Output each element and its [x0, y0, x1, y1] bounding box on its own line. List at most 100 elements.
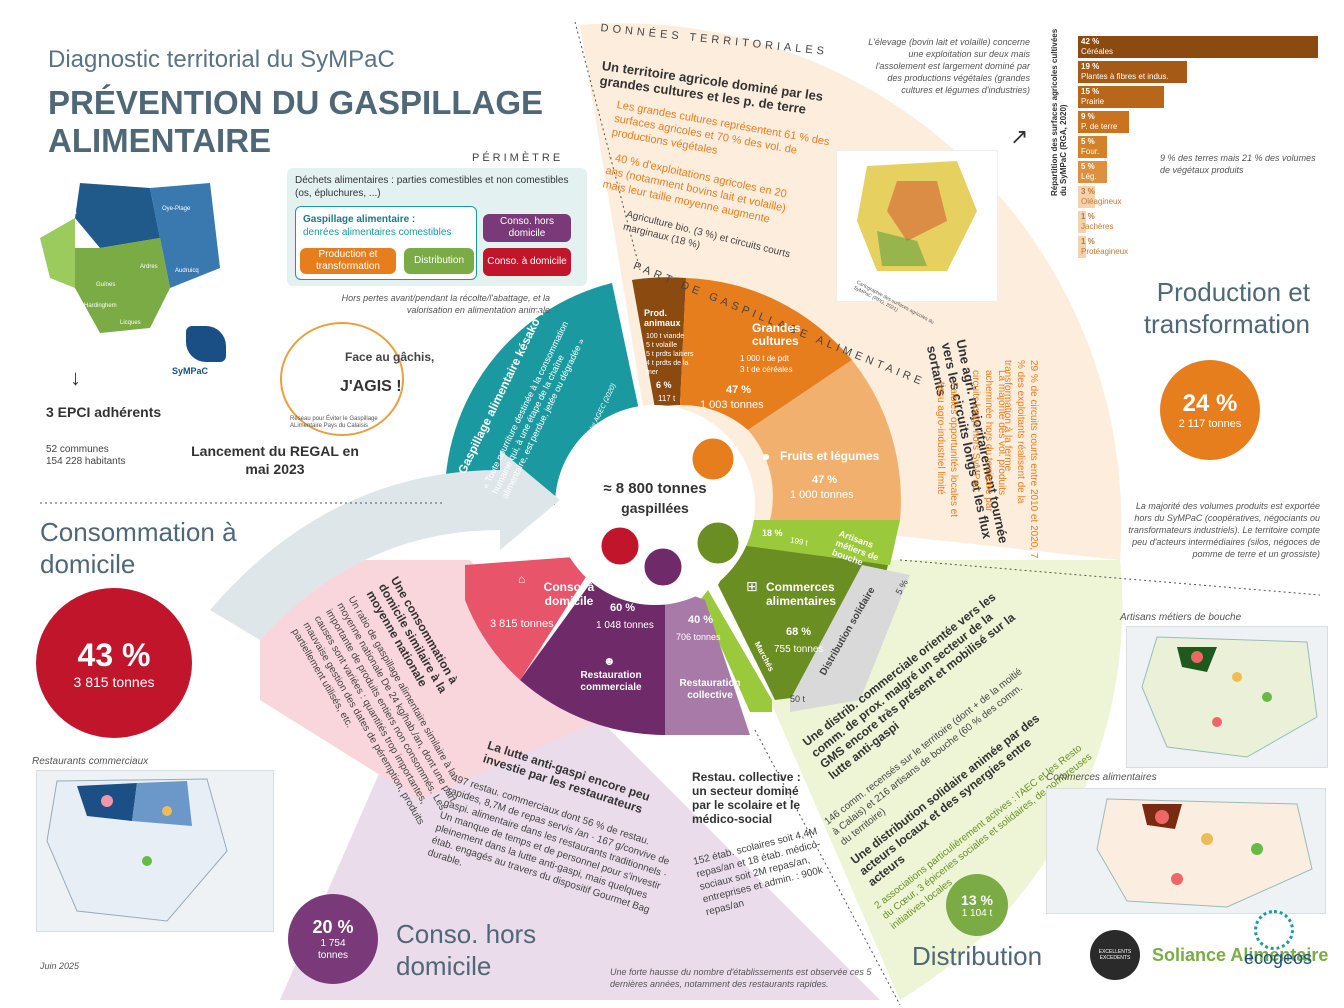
- dechets-definition: Déchets alimentaires : parties comestibl…: [295, 175, 569, 199]
- map-label-licques: Licques: [120, 320, 141, 326]
- perimetre-label: PÉRIMÈTRE: [472, 152, 564, 164]
- communes-count: 52 communes: [46, 444, 109, 455]
- solidaire-tonnes: 50 t: [790, 694, 806, 704]
- grandes-line2: 3 t de céréales: [740, 365, 793, 374]
- surface-bar: [1078, 86, 1164, 108]
- house-icon: ⌂: [518, 572, 526, 586]
- commerces-pct: 68 %: [786, 626, 812, 638]
- surface-bar-row: 1 % Jachères: [1078, 211, 1113, 233]
- surface-bar-row: 3 % Oléagineux: [1078, 186, 1121, 208]
- kesako-segment: [444, 283, 640, 505]
- surface-bar: [1078, 61, 1187, 83]
- ecogeos-logo: ecogeos: [1244, 948, 1313, 968]
- apple-icon: ●: [762, 448, 771, 464]
- regal-logo-ring: [280, 322, 404, 436]
- animaux-label: Prod. animaux: [644, 308, 681, 328]
- grandes-line1: 1 000 t de pdt: [740, 354, 789, 363]
- elevage-note: L'élevage (bovin lait et volaille) conce…: [868, 37, 1030, 95]
- surface-bar-label: 1 % Jachères: [1081, 212, 1114, 231]
- surface-bar: [1078, 36, 1318, 58]
- animaux-line: 4 t prdts de la mer: [646, 360, 689, 376]
- perimetre-note: Hors pertes avant/pendant la récolte/l'a…: [341, 293, 550, 315]
- sympac-logo-text: SyMPaC: [172, 366, 209, 376]
- arrow-down-icon: ↓: [70, 365, 81, 390]
- sympac-logo-shape: [186, 326, 226, 362]
- surface-bar-row: 1 % Protéagineux: [1078, 236, 1128, 258]
- collective-label: Restauration collective: [679, 678, 741, 701]
- fruits-legumes-segment: [748, 360, 901, 520]
- commerciale-tonnes: 1 048 tonnes: [596, 620, 654, 631]
- fruits-pct: 47 %: [812, 474, 838, 486]
- production-bubble: 24 % 2 117 tonnes: [1160, 360, 1260, 460]
- surface-bar-label: 3 % Oléagineux: [1081, 187, 1122, 206]
- surfaces-title: Répartition des surfaces agricoles culti…: [1050, 28, 1068, 196]
- page-title: PRÉVENTION DU GASPILLAGE ALIMENTAIRE: [48, 84, 544, 159]
- animaux-pct: 6 %: [656, 380, 672, 390]
- chef-icon: ☻: [603, 654, 616, 668]
- commerces-label: Commerces alimentaires: [766, 580, 837, 608]
- map-label-guines: Guînes: [96, 282, 116, 288]
- page-subtitle: Diagnostic territorial du SyMPaC: [48, 46, 395, 73]
- restaurants-map: [36, 770, 274, 932]
- home-icon: [598, 524, 642, 568]
- ecogeos-icon: [1254, 910, 1294, 950]
- grandes-label: Grandes cultures: [752, 321, 801, 348]
- fruits-tonnes: 1 000 tonnes: [790, 489, 854, 501]
- collective-tonnes: 706 tonnes: [676, 632, 721, 642]
- distribution-bubble: 13 % 1 104 t: [946, 874, 1008, 936]
- excellents-logo: EXCELLENTS EXCEDENTS: [1090, 930, 1140, 980]
- animaux-segment: [632, 277, 686, 408]
- artisans-map: [1126, 626, 1328, 768]
- surface-bar-label: 9 % P. de terre: [1081, 112, 1118, 131]
- divider-bottom: [754, 729, 901, 1006]
- pdt-note: 9 % des terres mais 21 % des volumes de …: [1160, 153, 1316, 175]
- epci-count: 3 EPCI adhérents: [46, 404, 162, 420]
- surfaces-chart: 42 % Céréales 19 % Plantes à fibres et indu…: [1078, 36, 1318, 276]
- restaurant-icon: [641, 545, 685, 589]
- commerces-tonnes: 755 tonnes: [774, 644, 824, 655]
- commerciale-segment: [520, 570, 665, 735]
- production-pct: 24 %: [1182, 390, 1238, 417]
- domicile-pct: 43 %: [77, 636, 151, 673]
- surface-bar-row: 19 % Plantes à fibres et indus.: [1078, 61, 1187, 83]
- artisans-map-title: Artisans métiers de bouche: [1120, 612, 1242, 623]
- animaux-line: 5 t prdts laitiers: [646, 351, 694, 358]
- surface-bar: [1078, 111, 1129, 133]
- map-label-calais: Calais: [60, 210, 77, 216]
- restaurants-map-title: Restaurants commerciaux: [32, 756, 149, 767]
- surface-bar-row: 15 % Prairie: [1078, 86, 1164, 108]
- surface-bar-row: 5 % Four.: [1078, 136, 1107, 158]
- arrow-up-right-icon: ↗: [1010, 124, 1029, 149]
- agri-map: [836, 150, 998, 302]
- animaux-tonnes: 117 t: [658, 394, 676, 403]
- gaspillage-title: Gaspillage alimentaire :: [303, 214, 416, 225]
- collective-segment: [665, 585, 750, 735]
- domicile-segment: [465, 555, 600, 680]
- cycle-arrow: [210, 450, 560, 640]
- domicile-seg-tonnes: 3 815 tonnes: [490, 618, 554, 630]
- production-tonnes: 2 117 tonnes: [1178, 418, 1242, 430]
- surface-bar-label: 42 % Céréales: [1081, 37, 1114, 56]
- grandes-pct: 47 %: [726, 384, 752, 396]
- pill-production: Production et transformation: [300, 248, 396, 274]
- regal-logo-line1: Face au gâchis,: [345, 350, 435, 364]
- domicile-bubble: 43 % 3 815 tonnes: [36, 588, 192, 738]
- distribution-pct: 13 %: [961, 891, 993, 908]
- regal-logo-sub: Réseau pour Éviter le Gaspillage ALiment…: [290, 416, 378, 429]
- grandes-tonnes: 1 003 tonnes: [700, 399, 764, 411]
- distribution-tonnes: 1 104 t: [961, 907, 993, 919]
- artisans-pct: 18 %: [762, 528, 783, 538]
- soliance-logo: Soliance Alimentaire: [1152, 945, 1329, 965]
- production-icon: [689, 435, 737, 483]
- commerces-map-title: Commerces alimentaires: [1046, 772, 1157, 783]
- commerces-map: [1046, 788, 1326, 914]
- pill-hors-domicile: Conso. hors domicile: [483, 214, 571, 242]
- regal-launch: Lancement du REGAL en mai 2023: [191, 443, 359, 477]
- production-title: Production et transformation: [1143, 277, 1310, 339]
- hors-title: Conso. hors domicile: [396, 919, 537, 981]
- gaspillage-def: denrées alimentaires comestibles: [303, 227, 452, 238]
- regal-logo-line2: J'AGIS !: [340, 378, 402, 395]
- pill-domicile: Conso. à domicile: [483, 248, 571, 276]
- footer-date: Juin 2025: [40, 961, 80, 971]
